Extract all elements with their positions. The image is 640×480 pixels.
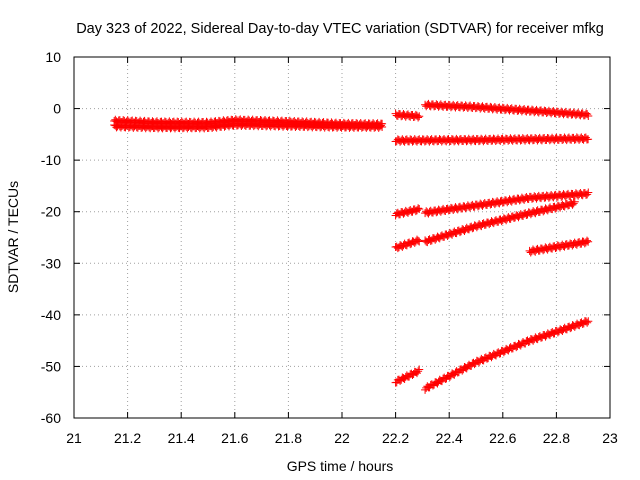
series-track-f bbox=[391, 204, 424, 220]
y-tick-label: -40 bbox=[41, 307, 61, 323]
data-point bbox=[521, 106, 530, 115]
series-track-c bbox=[391, 109, 424, 122]
data-point bbox=[415, 112, 424, 121]
data-point bbox=[584, 237, 593, 246]
data-point bbox=[583, 190, 592, 199]
ticks: 21 21.2 21.4 21.6 21.8 22 22.2 22.4 22.6 22.8 23 10… bbox=[41, 49, 618, 446]
x-tick-label: 23 bbox=[602, 430, 618, 446]
data-point bbox=[583, 318, 592, 327]
data-point bbox=[504, 346, 513, 355]
y-tick-label: -30 bbox=[41, 255, 61, 271]
data-point bbox=[468, 135, 477, 144]
data-point bbox=[412, 369, 421, 378]
data-point bbox=[399, 136, 408, 145]
data-point bbox=[570, 322, 579, 331]
y-axis-label: SDTVAR / TECUs bbox=[5, 181, 21, 293]
data-point bbox=[570, 197, 579, 206]
data-point bbox=[415, 237, 424, 246]
x-tick-label: 21.6 bbox=[221, 430, 248, 446]
data-point bbox=[563, 134, 572, 143]
series-track-g bbox=[421, 188, 593, 218]
data-point bbox=[378, 123, 387, 132]
data-point bbox=[516, 341, 525, 350]
x-tick-label: 21.2 bbox=[114, 430, 141, 446]
x-tick-label: 22.6 bbox=[489, 430, 516, 446]
data-point bbox=[529, 336, 538, 345]
data-point bbox=[583, 110, 592, 119]
x-tick-label: 22.8 bbox=[543, 430, 570, 446]
data-point bbox=[584, 111, 593, 120]
data-point bbox=[584, 317, 593, 326]
data-point bbox=[562, 190, 571, 199]
data-point bbox=[412, 206, 421, 215]
y-tick-label: 0 bbox=[53, 101, 61, 117]
data-point bbox=[453, 136, 462, 145]
data-point bbox=[569, 199, 578, 208]
series-track-d bbox=[421, 99, 593, 120]
y-tick-label: -60 bbox=[41, 410, 61, 426]
x-tick-label: 21.4 bbox=[168, 430, 195, 446]
x-axis-label: GPS time / hours bbox=[287, 458, 394, 474]
y-tick-label: -50 bbox=[41, 358, 61, 374]
series-track-e bbox=[391, 133, 593, 146]
data-point bbox=[157, 123, 166, 132]
x-tick-label: 21.8 bbox=[275, 430, 302, 446]
x-tick-label: 22.4 bbox=[436, 430, 463, 446]
data-point bbox=[423, 382, 432, 391]
data-point bbox=[415, 205, 424, 214]
data-point bbox=[479, 103, 488, 112]
data-point bbox=[414, 367, 423, 376]
data-point bbox=[584, 188, 593, 197]
series-track-i bbox=[421, 197, 579, 247]
data-point bbox=[583, 236, 592, 245]
data-point bbox=[575, 110, 584, 119]
x-tick-label: 22 bbox=[334, 430, 350, 446]
data-point bbox=[579, 319, 588, 328]
data-point bbox=[475, 358, 484, 367]
y-tick-label: -10 bbox=[41, 152, 61, 168]
data-point bbox=[491, 104, 500, 113]
data-point bbox=[414, 113, 423, 122]
y-tick-label: 10 bbox=[45, 49, 61, 65]
data-point bbox=[521, 194, 530, 203]
series-track-k bbox=[391, 365, 424, 387]
data-point bbox=[376, 121, 385, 130]
data-point bbox=[145, 123, 154, 132]
series-track-l bbox=[421, 317, 593, 394]
data-point bbox=[414, 204, 423, 213]
data-point bbox=[419, 135, 428, 144]
plot-frame bbox=[73, 56, 611, 419]
data-point bbox=[462, 203, 471, 212]
chart-title: Day 323 of 2022, Sidereal Day-to-day VTE… bbox=[76, 21, 604, 37]
data-point bbox=[414, 236, 423, 245]
data-markers bbox=[110, 99, 593, 394]
data-point bbox=[437, 101, 446, 110]
data-point bbox=[581, 238, 590, 247]
data-point bbox=[415, 365, 424, 374]
data-point bbox=[575, 190, 584, 199]
data-point bbox=[426, 136, 435, 145]
series-track-h bbox=[391, 235, 424, 253]
series-track-b bbox=[110, 119, 387, 133]
x-tick-label: 21 bbox=[66, 430, 82, 446]
y-tick-label: -20 bbox=[41, 204, 61, 220]
data-point bbox=[584, 135, 593, 144]
data-point bbox=[495, 135, 504, 144]
data-point bbox=[522, 135, 531, 144]
data-point bbox=[392, 137, 401, 146]
x-tick-label: 22.2 bbox=[382, 430, 409, 446]
series-track-j bbox=[525, 236, 593, 257]
